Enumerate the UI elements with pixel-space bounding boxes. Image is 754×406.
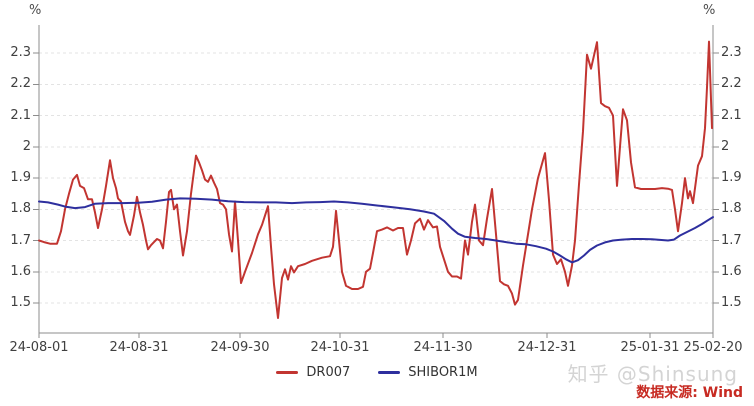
dr007-line-swatch bbox=[276, 371, 299, 374]
x-tick-label: 24-08-01 bbox=[9, 340, 69, 355]
zhihu-watermark: 知乎 @Shinsung bbox=[567, 362, 738, 386]
legend-label-dr007: DR007 bbox=[306, 365, 351, 380]
y-tick-label: 1.6 bbox=[10, 263, 31, 279]
data-source-note: 数据来源: Wind bbox=[636, 385, 743, 401]
x-tick-label: 24-10-31 bbox=[310, 340, 370, 355]
x-tick-label: 25-01-31 bbox=[620, 340, 680, 355]
y-tick-label: 1.9 bbox=[721, 170, 742, 186]
y-tick-label: 2.1 bbox=[721, 107, 742, 123]
x-tick-label: 24-12-31 bbox=[517, 340, 577, 355]
shibor1m-line bbox=[38, 197, 714, 264]
dr007-line bbox=[38, 40, 713, 319]
y-tick-label: 1.7 bbox=[10, 232, 31, 248]
y-tick-label: 2.3 bbox=[10, 45, 31, 61]
y-tick-label: 1.7 bbox=[721, 232, 742, 248]
x-tick-label: 25-02-20 bbox=[683, 340, 743, 355]
legend-item-shibor1m[interactable]: SHIBOR1M bbox=[378, 365, 478, 380]
y-tick-label: 2.2 bbox=[10, 76, 31, 92]
legend-label-shibor1m: SHIBOR1M bbox=[408, 365, 478, 380]
x-tick-label: 24-09-30 bbox=[210, 340, 270, 355]
x-tick-label: 24-08-31 bbox=[109, 340, 169, 355]
y-tick-label: 2 bbox=[721, 138, 730, 154]
y-axis-unit-right: % bbox=[703, 3, 716, 18]
y-tick-label: 2 bbox=[22, 138, 31, 154]
y-tick-label: 1.9 bbox=[10, 170, 31, 186]
legend: DR007 SHIBOR1M bbox=[0, 365, 754, 380]
y-tick-label: 2.1 bbox=[10, 107, 31, 123]
y-tick-label: 2.3 bbox=[721, 45, 742, 61]
y-tick-label: 1.6 bbox=[721, 263, 742, 279]
y-tick-label: 2.2 bbox=[721, 76, 742, 92]
x-tick-label: 24-11-30 bbox=[413, 340, 473, 355]
shibor1m-line-swatch bbox=[378, 371, 401, 374]
y-axis-unit-left: % bbox=[29, 3, 42, 18]
y-tick-label: 1.8 bbox=[721, 201, 742, 217]
y-tick-label: 1.5 bbox=[10, 295, 31, 310]
y-tick-label: 1.8 bbox=[10, 201, 31, 217]
y-tick-label: 1.5 bbox=[721, 295, 742, 310]
legend-item-dr007[interactable]: DR007 bbox=[276, 365, 350, 380]
